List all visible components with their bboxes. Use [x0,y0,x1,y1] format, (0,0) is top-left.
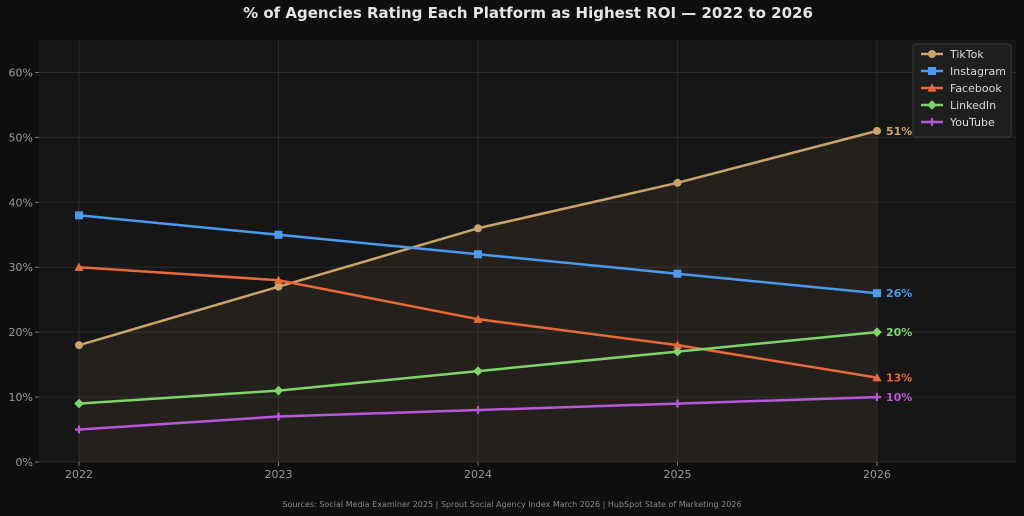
legend-marker-tiktok [928,50,936,58]
x-tick-label: 2024 [464,468,492,481]
x-tick-label: 2023 [265,468,293,481]
legend-marker-linkedin [927,100,937,110]
grid [39,40,1016,463]
data-point-facebook [672,340,683,349]
data-point-facebook [473,314,483,323]
data-point-youtube [673,399,682,408]
series-markers [74,126,882,434]
y-tick-label: 30% [9,261,33,274]
data-point-facebook [74,262,84,271]
legend-label-linkedin: LinkedIn [950,99,996,112]
end-labels: 51% 26% 13% 20% 10% [886,125,912,404]
x-tick-label: 2022 [65,468,93,481]
data-point-youtube [274,412,283,421]
data-point-tiktok [274,282,283,291]
legend-item-instagram: Instagram [921,65,1006,78]
data-point-tiktok [673,178,682,187]
legend-item-youtube: YouTube [921,116,995,129]
y-tick-label: 40% [9,196,33,209]
y-tick-label: 10% [9,391,33,404]
data-point-facebook [872,373,882,382]
data-point-tiktok [873,126,881,135]
legend-item-tiktok: TikTok [921,48,984,61]
legend-marker-instagram [928,67,936,75]
y-tick-label: 60% [9,66,33,79]
data-point-instagram [673,269,682,278]
data-point-youtube [75,425,83,434]
data-point-instagram [274,230,283,239]
data-point-linkedin [872,327,882,337]
area-fill-tiktok [79,130,877,462]
area-fills [79,130,877,462]
end-label-linkedin: 20% [886,326,912,339]
legend-marker-facebook [927,83,937,92]
data-point-linkedin [74,398,84,409]
legend-item-linkedin: LinkedIn [921,99,996,112]
legend-label-youtube: YouTube [949,116,995,129]
y-tick-label: 20% [9,326,33,339]
data-point-facebook [273,275,284,284]
legend-label-tiktok: TikTok [949,48,984,61]
data-point-tiktok [75,341,83,350]
data-point-youtube [474,406,482,415]
data-point-instagram [873,289,881,298]
legend-marker-youtube [928,118,936,126]
y-tick-label: 50% [9,131,33,144]
x-tick-label: 2025 [664,468,692,481]
legend: TikTok Instagram Facebook LinkedIn YouTube [912,43,1012,138]
data-point-instagram [75,211,83,220]
end-label-tiktok: 51% [886,125,912,138]
end-label-facebook: 13% [886,372,912,385]
plot-area [39,40,1016,462]
x-tick-label: 2026 [863,468,891,481]
legend-label-instagram: Instagram [950,65,1006,78]
end-label-instagram: 26% [886,287,912,300]
axis-ticks: 0% 10% 20% 30% 40% 50% 60% 2022 2023 2024 2025 2026 [9,66,891,481]
end-label-youtube: 10% [886,391,912,404]
data-point-tiktok [474,224,482,233]
legend-item-facebook: Facebook [921,82,1002,95]
data-point-linkedin [273,385,284,396]
legend-box [912,43,1012,138]
data-point-linkedin [672,346,683,357]
data-point-instagram [474,250,482,259]
data-point-youtube [873,393,881,402]
chart-title: % of Agencies Rating Each Platform as Hi… [243,4,813,22]
y-tick-label: 0% [16,456,33,469]
legend-label-facebook: Facebook [950,82,1002,95]
data-point-linkedin [473,366,483,376]
source-note: Sources: Social Media Examiner 2025 | Sp… [282,500,741,509]
